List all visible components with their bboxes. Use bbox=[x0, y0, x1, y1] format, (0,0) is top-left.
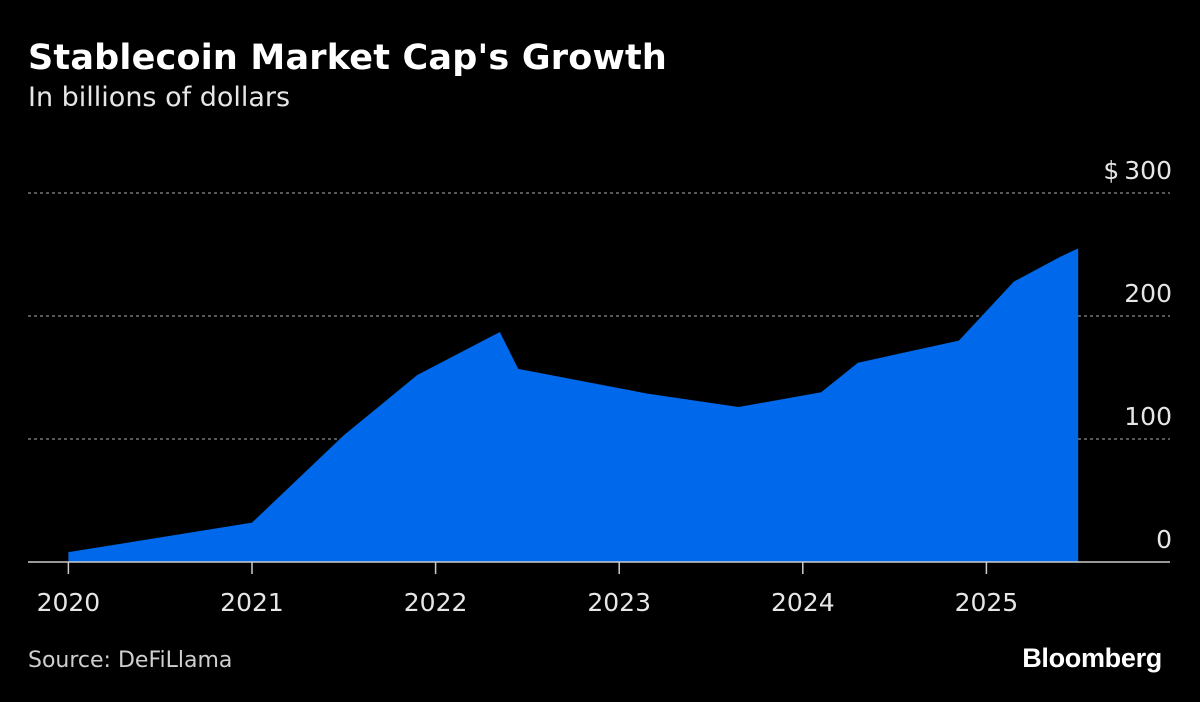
source-note: Source: DeFiLlama bbox=[28, 648, 233, 673]
bloomberg-logo: Bloomberg bbox=[1022, 643, 1162, 673]
x-tick-label: 2023 bbox=[587, 588, 651, 617]
x-tick-label: 2025 bbox=[955, 588, 1019, 617]
x-tick-label: 2024 bbox=[771, 588, 835, 617]
y-tick-label: 100 bbox=[1124, 402, 1172, 431]
chart-title: Stablecoin Market Cap's Growth bbox=[28, 38, 668, 78]
area-series bbox=[68, 248, 1079, 562]
chart-subtitle: In billions of dollars bbox=[28, 82, 291, 113]
y-tick-label: 200 bbox=[1124, 279, 1172, 308]
y-tick-label: 0 bbox=[1156, 525, 1172, 554]
x-tick-label: 2021 bbox=[220, 588, 284, 617]
y-tick-label: $ 300 bbox=[1103, 156, 1172, 185]
x-tick-label: 2020 bbox=[37, 588, 101, 617]
x-tick-label: 2022 bbox=[404, 588, 468, 617]
